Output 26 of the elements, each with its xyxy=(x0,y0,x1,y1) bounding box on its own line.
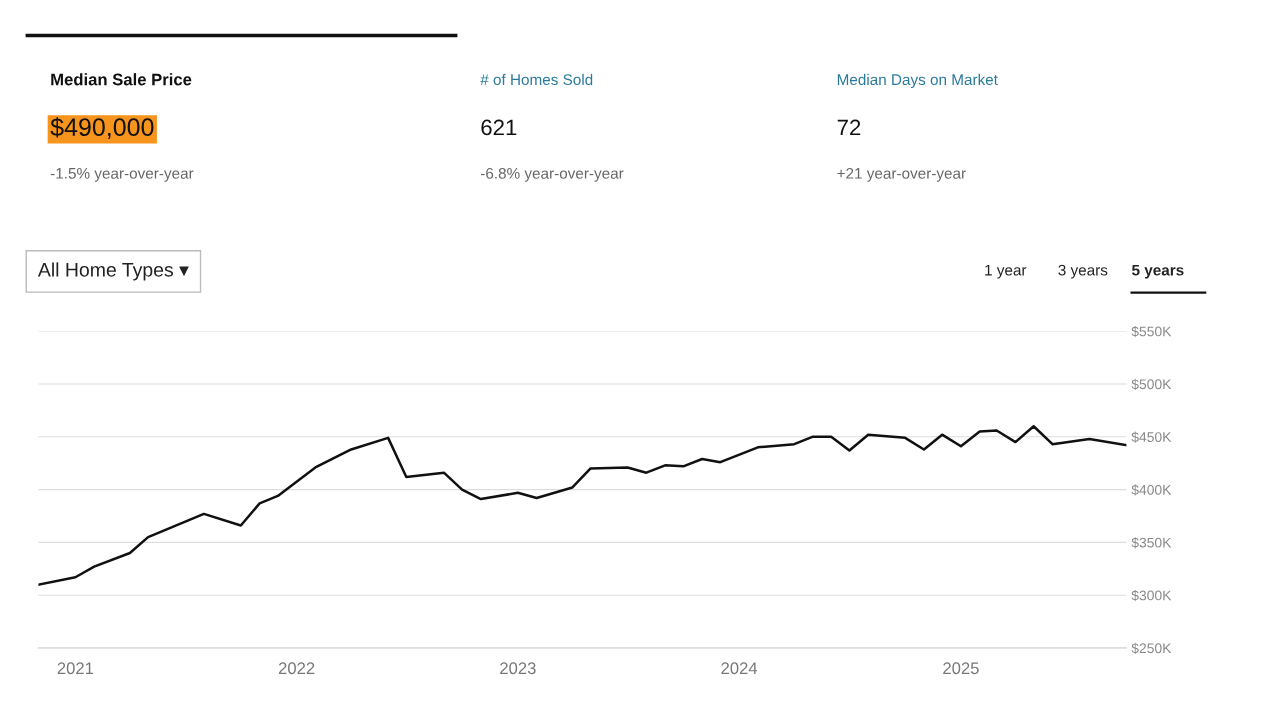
text: # of Homes Sold xyxy=(480,73,593,86)
y-tick-label: $450K xyxy=(1131,431,1172,443)
text: $490,000 xyxy=(50,117,154,139)
x-tick-label: 2023 xyxy=(500,662,536,675)
y-tick-label: $500K xyxy=(1131,378,1172,390)
y-tick-label: $400K xyxy=(1131,484,1172,496)
text: +21 year-over-year xyxy=(837,167,966,182)
y-tick-label: $250K xyxy=(1131,642,1172,654)
text: Median Days on Market xyxy=(837,73,998,89)
text: -1.5% year-over-year xyxy=(50,168,194,182)
x-tick-label: 2024 xyxy=(721,662,758,675)
y-tick-label: $550K xyxy=(1131,325,1172,338)
y-tick-label: $300K xyxy=(1131,589,1172,602)
y-tick-label: $350K xyxy=(1131,537,1172,549)
line-series xyxy=(38,424,1127,586)
text: 72 xyxy=(837,119,861,136)
text: -6.8% year-over-year xyxy=(480,167,624,182)
text: 621 xyxy=(481,119,517,136)
text: Median Sale Price xyxy=(51,73,192,86)
text: 5 years xyxy=(1131,264,1184,279)
text: All Home Types ▾ xyxy=(37,262,189,281)
text: 1 year xyxy=(985,264,1027,279)
x-tick-label: 2022 xyxy=(278,662,315,675)
text: 3 years xyxy=(1058,264,1108,279)
x-tick-label: 2021 xyxy=(57,662,94,675)
x-tick-label: 2025 xyxy=(943,662,979,675)
